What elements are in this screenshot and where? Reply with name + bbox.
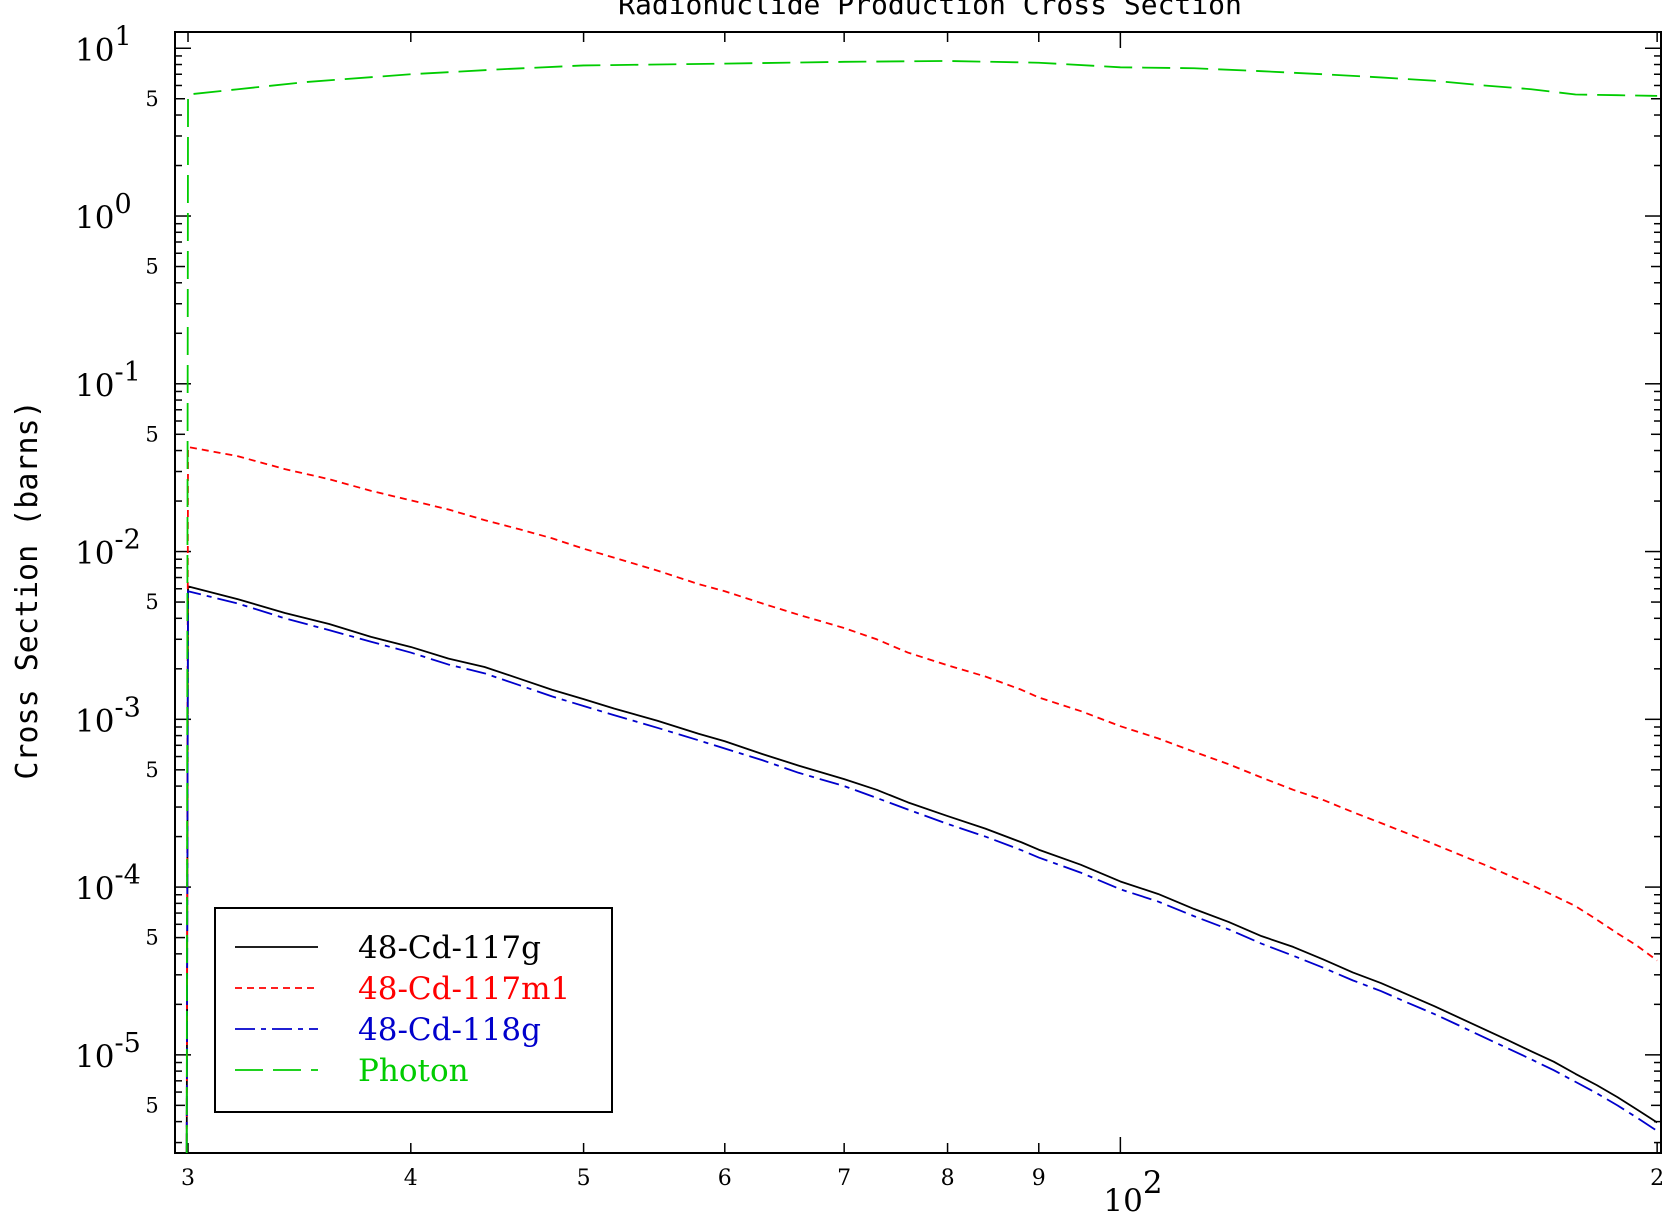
series-line-photon xyxy=(185,60,1658,1154)
legend-label-cd117m1: 48-Cd-117m1 xyxy=(358,971,570,1007)
y-decade-base: 10 xyxy=(75,200,114,236)
y-decade-exponent: -5 xyxy=(114,1028,140,1059)
legend-box xyxy=(214,907,613,1113)
y-decade-exponent: -2 xyxy=(114,525,140,556)
y-decade-base: 10 xyxy=(75,536,114,572)
y-decade-label: 100 xyxy=(75,189,132,236)
x-decade-exponent: 2 xyxy=(1143,1165,1163,1201)
legend-label-photon: Photon xyxy=(358,1053,469,1089)
y-decade-label: 10-5 xyxy=(75,1028,141,1075)
legend-label-cd118g: 48-Cd-118g xyxy=(358,1012,541,1048)
y-minor-label: 5 xyxy=(145,87,158,111)
y-decade-exponent: 0 xyxy=(114,189,131,220)
legend-label-cd117g: 48-Cd-117g xyxy=(358,930,541,966)
y-minor-label: 5 xyxy=(145,590,158,614)
y-minor-label: 5 xyxy=(145,255,158,279)
y-decade-label: 10-3 xyxy=(75,692,141,739)
y-decade-exponent: 1 xyxy=(114,21,131,52)
chart-title: Radionuclide Production Cross Section xyxy=(618,0,1242,21)
y-decade-base: 10 xyxy=(75,368,114,404)
x-tick-label: 3 xyxy=(181,1166,195,1191)
series-line-48-cd-117m1 xyxy=(185,446,1658,1154)
x-decade-label: 102 xyxy=(1103,1165,1162,1217)
y-decade-base: 10 xyxy=(75,703,114,739)
y-minor-label: 5 xyxy=(145,422,158,446)
y-decade-label: 10-2 xyxy=(75,525,141,572)
y-decade-base: 10 xyxy=(75,871,114,907)
series-line-48-cd-117g xyxy=(185,585,1658,1154)
series-line-48-cd-118g xyxy=(185,590,1658,1154)
x-tick-label: 8 xyxy=(941,1166,955,1191)
y-minor-label: 5 xyxy=(145,1093,158,1117)
x-tick-label: 9 xyxy=(1032,1166,1046,1191)
y-decade-base: 10 xyxy=(75,32,114,68)
y-decade-exponent: -3 xyxy=(114,692,140,723)
y-decade-base: 10 xyxy=(75,1039,114,1075)
y-decade-exponent: -4 xyxy=(114,860,140,891)
x-tick-label: 4 xyxy=(404,1166,418,1191)
plot-frame xyxy=(174,31,1662,1154)
x-tick-label: 5 xyxy=(577,1166,591,1191)
legend: 48-Cd-117g 48-Cd-117m1 48-Cd-118g Photon xyxy=(214,907,613,1113)
x-tick-label: 6 xyxy=(718,1166,732,1191)
y-minor-label: 5 xyxy=(145,926,158,950)
series-lines xyxy=(185,60,1658,1154)
y-axis-label: Cross Section (barns) xyxy=(10,400,45,779)
y-decade-label: 10-4 xyxy=(75,860,141,907)
y-minor-label: 5 xyxy=(145,758,158,782)
x-decade-base: 10 xyxy=(1103,1183,1142,1217)
x-tick-label: 2 xyxy=(1650,1166,1664,1191)
axis-ticks xyxy=(175,32,1661,1153)
x-tick-label: 7 xyxy=(837,1166,851,1191)
y-decade-label: 101 xyxy=(75,21,132,68)
y-decade-label: 10-1 xyxy=(75,357,141,404)
y-decade-exponent: -1 xyxy=(114,357,140,388)
